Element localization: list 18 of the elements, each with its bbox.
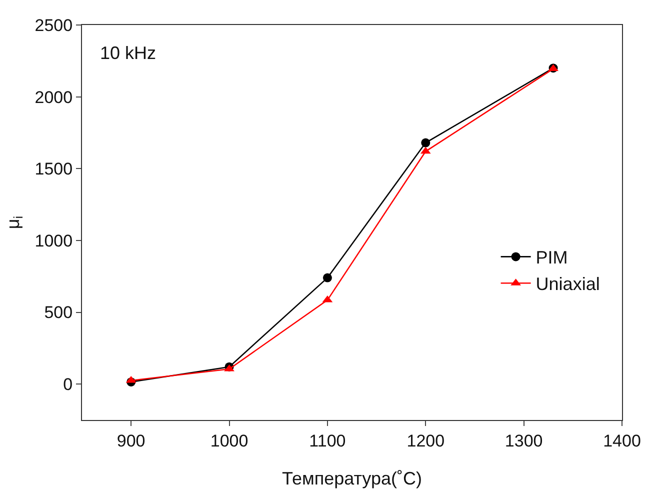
x-tick-label: 900 [116, 431, 146, 450]
y-tick-label: 1500 [34, 160, 73, 179]
y-tick-label: 0 [63, 375, 73, 394]
point [322, 273, 332, 282]
legend-label: Uniaxial [536, 274, 600, 294]
x-tick-label: 1000 [210, 431, 248, 450]
y-tick-label: 2000 [34, 88, 73, 107]
legend-label: PIM [536, 248, 568, 268]
x-tick-label: 1400 [603, 431, 641, 450]
point [421, 138, 430, 148]
annotation: 10 kHz [100, 43, 156, 63]
x-axis-title: Температура(˚C) [282, 468, 422, 488]
y-tick-label: 500 [44, 303, 73, 322]
y-tick-label: 2500 [34, 16, 73, 35]
x-tick-label: 1300 [504, 431, 543, 450]
y-tick-label: 1000 [34, 231, 73, 250]
x-tick-label: 1100 [309, 431, 346, 450]
x-tick-label: 1200 [406, 431, 445, 450]
